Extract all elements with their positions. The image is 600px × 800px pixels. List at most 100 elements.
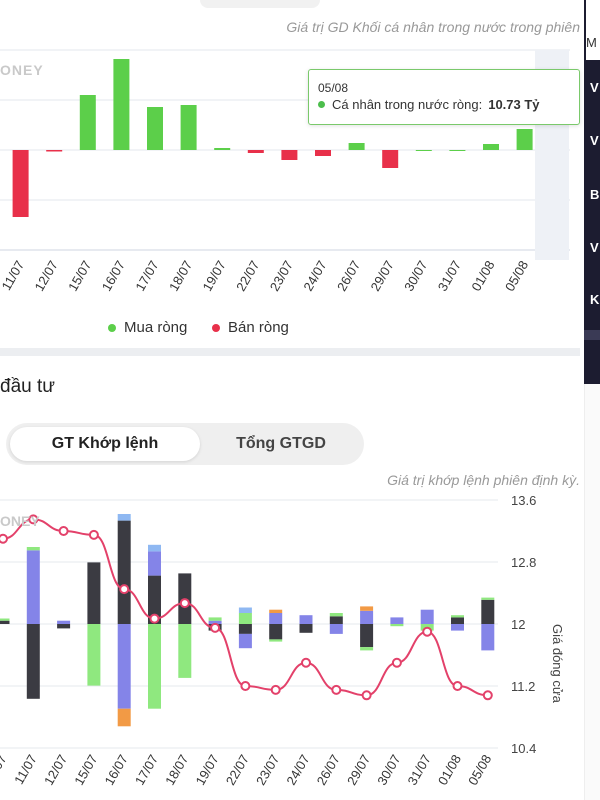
chart2-xtick-label: 23/07 bbox=[253, 752, 282, 788]
chart2-price-point bbox=[88, 529, 99, 540]
chart1-bar bbox=[449, 150, 466, 151]
chart2-price-point bbox=[270, 684, 281, 695]
chart1-bar bbox=[147, 107, 163, 150]
chart1-watermark: ONEY bbox=[0, 62, 44, 78]
chart1-bar bbox=[348, 143, 365, 150]
right-sidebar: M V V B V K bbox=[584, 0, 600, 384]
chart2-xtick-label: 11/07 bbox=[11, 752, 40, 787]
chart2-xtick-label: 18/07 bbox=[162, 752, 191, 788]
chart2-xtick-label: 05/08 bbox=[465, 752, 494, 788]
sidebar-item-3[interactable]: B bbox=[590, 187, 600, 202]
chart2-price-point bbox=[361, 690, 372, 701]
chart2-xtick-label: 16/07 bbox=[102, 752, 131, 788]
chart2-price-point bbox=[452, 681, 463, 691]
legend-sell-dot bbox=[212, 323, 220, 332]
tooltip-line: Cá nhân trong nước ròng: 10.73 Tỷ bbox=[318, 97, 540, 112]
tab-total-value[interactable]: Tổng GTGD bbox=[236, 435, 326, 452]
chart2-ytick-label: 12.8 bbox=[511, 555, 536, 570]
chart1-bar bbox=[113, 59, 130, 150]
tooltip-dot bbox=[318, 101, 325, 108]
chart1-bar bbox=[415, 150, 432, 151]
chart2-price-point bbox=[119, 584, 130, 595]
chart2-bar-blue bbox=[390, 617, 404, 624]
sidebar-item-2[interactable]: V bbox=[590, 133, 599, 148]
legend-item-buy[interactable]: Mua ròng bbox=[108, 319, 187, 336]
chart2-price-point bbox=[58, 526, 69, 536]
chart2-xtick-label: 29/07 bbox=[344, 752, 373, 788]
sidebar-item-1[interactable]: V bbox=[590, 80, 599, 95]
tooltip-date: 05/08 bbox=[318, 81, 349, 95]
chart1-xtick-label: 05/08 bbox=[502, 258, 531, 294]
tooltip-label: Cá nhân trong nước ròng: bbox=[332, 97, 483, 112]
chart2-ytick-label: 11.2 bbox=[511, 679, 535, 694]
chart2-ytick-label: 10.4 bbox=[511, 741, 536, 756]
chart2-bar-green bbox=[269, 639, 283, 642]
chart2-price-point bbox=[149, 613, 160, 624]
chart2-bar-dark bbox=[481, 599, 495, 624]
chart1-tooltip: 05/08 Cá nhân trong nước ròng: 10.73 Tỷ bbox=[308, 69, 580, 125]
chart2-bar-dark bbox=[238, 624, 252, 634]
chart2-bar-green bbox=[329, 613, 343, 617]
chart2-bar-green bbox=[451, 615, 464, 618]
chart2-bar-dark bbox=[451, 617, 464, 624]
sidebar-band bbox=[584, 330, 600, 340]
value-type-toggle: GT Khớp lệnh Tổng GTGD bbox=[6, 423, 364, 465]
chart2-bar-dark bbox=[329, 616, 343, 624]
sidebar-item-5[interactable]: K bbox=[590, 292, 600, 307]
chart1-xtick-label: 24/07 bbox=[300, 258, 329, 294]
chart1-bar bbox=[214, 148, 231, 150]
chart2-xtick-label: 19/07 bbox=[192, 752, 221, 788]
sidebar-item-4[interactable]: V bbox=[590, 240, 599, 255]
chart2-price-point bbox=[240, 681, 251, 691]
chart2-bar-blue bbox=[26, 550, 40, 624]
chart2-bar-dark bbox=[117, 520, 131, 624]
panel-top-shadow bbox=[200, 0, 320, 8]
legend-buy-dot bbox=[108, 323, 116, 332]
chart1-xtick-label: 11/07 bbox=[0, 258, 27, 293]
chart1-xtick-label: 18/07 bbox=[166, 258, 195, 294]
sidebar-item-0[interactable]: M bbox=[586, 0, 600, 60]
chart1-bar bbox=[180, 105, 197, 150]
chart2-bar-dark bbox=[57, 624, 71, 629]
section-title: đầu tư bbox=[0, 376, 55, 397]
chart2-ytick-label: 12 bbox=[511, 617, 525, 632]
chart1-xtick-label: 19/07 bbox=[200, 258, 229, 294]
chart2-bar-orange bbox=[117, 708, 131, 727]
chart2-bar-green bbox=[360, 647, 374, 651]
chart2-bar-green bbox=[481, 597, 495, 600]
chart2-xtick-label: 22/07 bbox=[223, 752, 252, 788]
chart2-price-point bbox=[482, 690, 493, 701]
chart2-bar-dark bbox=[87, 562, 101, 624]
chart2-price-point bbox=[391, 657, 402, 668]
chart2-bar-blue bbox=[208, 620, 222, 624]
chart1-bar bbox=[247, 150, 264, 153]
chart1-xtick-label: 01/08 bbox=[468, 258, 497, 294]
chart2-bar-dark bbox=[269, 624, 283, 640]
chart2-xtick-label: 12/07 bbox=[41, 752, 70, 788]
chart2-bar-green bbox=[238, 613, 252, 624]
chart1-xtick-label: 22/07 bbox=[233, 258, 262, 294]
chart2-bar-green bbox=[87, 624, 101, 686]
section-divider bbox=[0, 348, 580, 356]
chart2-bar-lightblue bbox=[148, 544, 161, 552]
chart2-xtick-label: 01/08 bbox=[435, 752, 464, 788]
tab-matched-value[interactable]: GT Khớp lệnh bbox=[10, 427, 200, 461]
chart1-bar bbox=[281, 150, 298, 160]
chart1-bar bbox=[12, 150, 29, 217]
page-scrollbar[interactable] bbox=[584, 384, 600, 800]
chart2-bar-blue bbox=[117, 624, 131, 709]
chart2-watermark: ONEY bbox=[0, 513, 40, 529]
chart2-price-point bbox=[28, 514, 39, 525]
chart2-bar-blue bbox=[451, 624, 464, 631]
chart2-bar-dark bbox=[26, 624, 40, 699]
chart2-bar-dark bbox=[360, 624, 374, 648]
chart1-xtick-label: 16/07 bbox=[99, 258, 128, 294]
chart2-bar-green bbox=[0, 618, 10, 621]
chart2-bar-dark bbox=[148, 575, 161, 624]
chart2-bar-blue bbox=[299, 615, 313, 624]
chart2-bar-blue bbox=[269, 613, 283, 624]
chart2-bar-blue bbox=[57, 620, 71, 624]
chart2-ytick-label: 13.6 bbox=[511, 493, 536, 508]
chart1-xtick-label: 17/07 bbox=[132, 258, 161, 294]
legend-item-sell[interactable]: Bán ròng bbox=[212, 319, 289, 336]
